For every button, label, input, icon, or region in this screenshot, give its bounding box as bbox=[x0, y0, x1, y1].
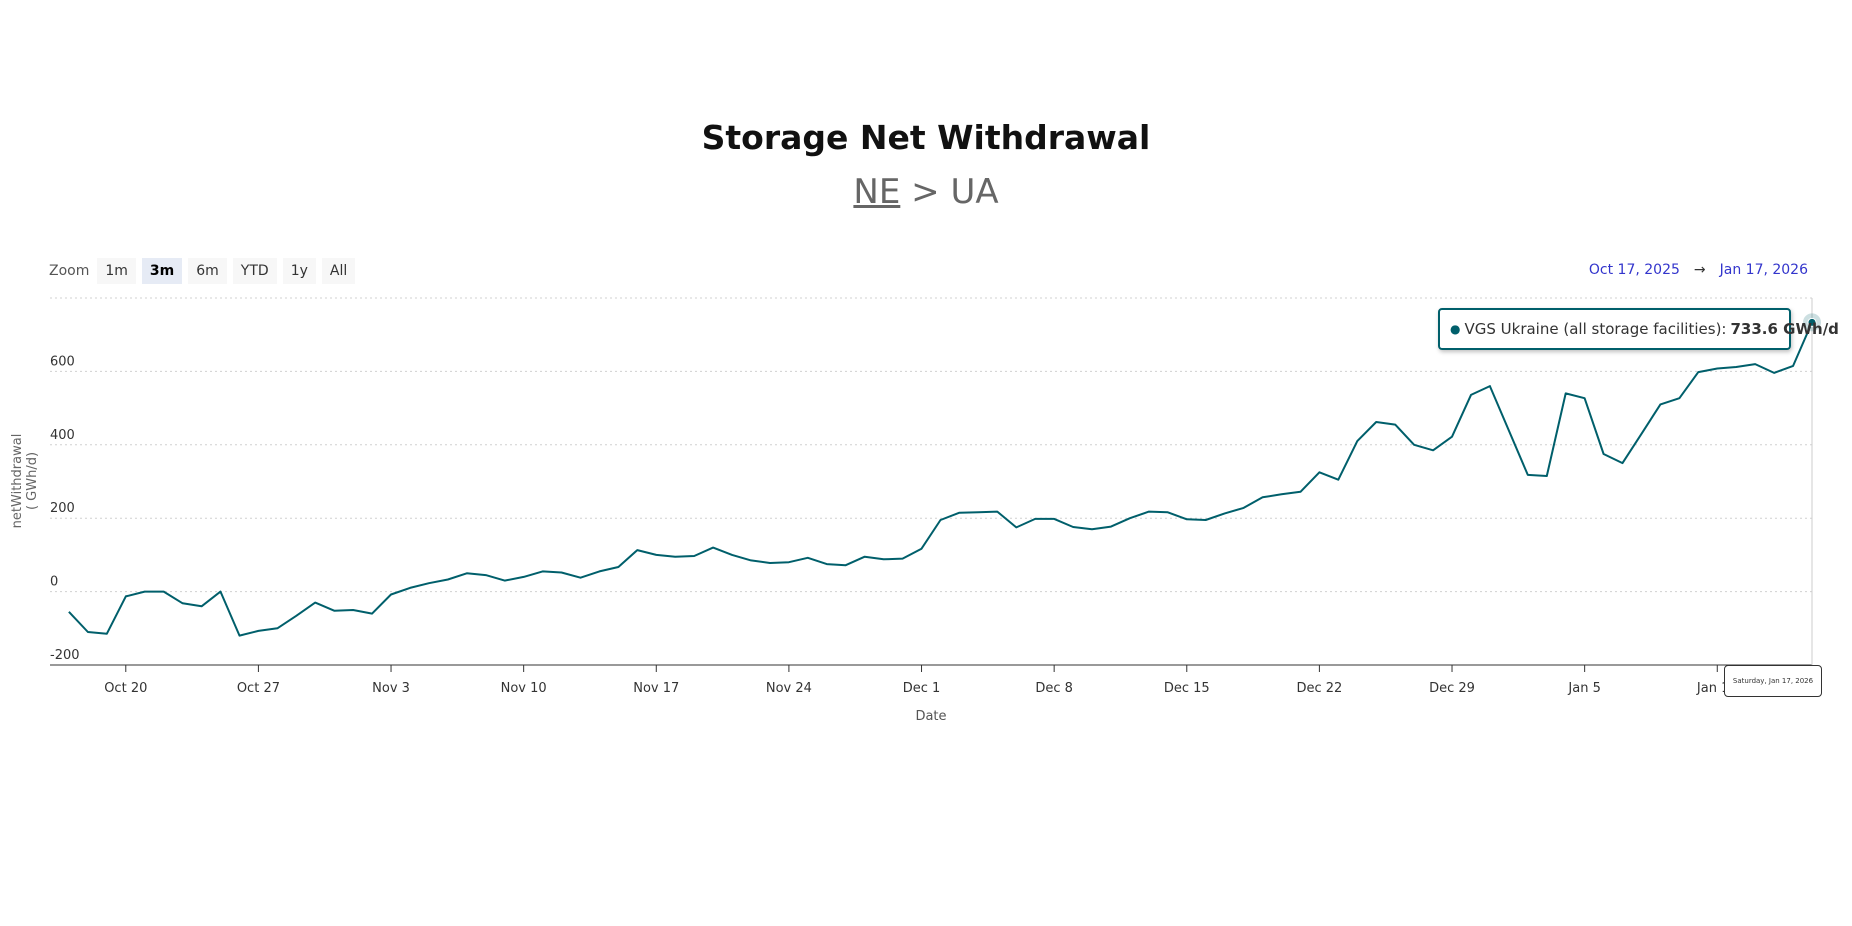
breadcrumb: NE > UA bbox=[0, 172, 1852, 212]
x-tick-label: Nov 24 bbox=[766, 681, 812, 696]
x-tick-label: Dec 29 bbox=[1429, 681, 1475, 696]
zoom-selector: Zoom 1m 3m 6m YTD 1y All bbox=[49, 258, 356, 284]
x-tick-label: Jan 5 bbox=[1567, 681, 1600, 696]
zoom-1y-button[interactable]: 1y bbox=[282, 258, 316, 284]
x-axis-label: Date bbox=[915, 709, 946, 724]
y-axis-label-line2: ( GWh/d) bbox=[25, 452, 40, 510]
chart-title: Storage Net Withdrawal bbox=[701, 118, 1151, 157]
x-tick-label: Dec 1 bbox=[903, 681, 941, 696]
zoom-label: Zoom bbox=[49, 263, 90, 279]
x-tick-label: Dec 8 bbox=[1035, 681, 1073, 696]
x-tick-label: Dec 22 bbox=[1296, 681, 1342, 696]
y-tick-label: 600 bbox=[50, 354, 75, 369]
x-tick-label: Nov 3 bbox=[372, 681, 410, 696]
zoom-6m-button[interactable]: 6m bbox=[188, 258, 227, 284]
y-tick-label: 400 bbox=[50, 428, 75, 443]
x-tick-label: Nov 17 bbox=[633, 681, 679, 696]
x-axis-tooltip: Saturday, Jan 17, 2026 bbox=[1724, 665, 1822, 697]
breadcrumb-link-ne[interactable]: NE bbox=[853, 172, 901, 212]
y-axis-label-line1: netWithdrawal bbox=[10, 434, 25, 529]
tooltip-value: 733.6 GWh/d bbox=[1730, 320, 1839, 338]
series-line bbox=[68, 322, 1813, 637]
x-tick-label: Nov 10 bbox=[501, 681, 547, 696]
y-tick-label: 200 bbox=[50, 501, 75, 516]
y-axis-label: netWithdrawal( GWh/d) bbox=[10, 434, 40, 529]
zoom-ytd-button[interactable]: YTD bbox=[232, 258, 277, 284]
zoom-3m-button[interactable]: 3m bbox=[141, 258, 183, 284]
date-range: Oct 17, 2025 → Jan 17, 2026 bbox=[1589, 262, 1808, 278]
grid-lines bbox=[50, 297, 1812, 666]
range-from-input[interactable]: Oct 17, 2025 bbox=[1588, 262, 1680, 278]
range-arrow: → bbox=[1693, 262, 1706, 278]
range-to-input[interactable]: Jan 17, 2026 bbox=[1719, 262, 1808, 278]
hover-point bbox=[1807, 317, 1817, 327]
y-tick-label: 0 bbox=[50, 575, 58, 590]
series-marker-icon: ● bbox=[1450, 322, 1461, 336]
y-axis-ticks: -200 0 200 400 600 bbox=[50, 354, 80, 663]
series-tooltip: ● VGS Ukraine (all storage facilities): … bbox=[1438, 308, 1839, 350]
x-tick-label: Oct 27 bbox=[237, 681, 280, 696]
zoom-all-button[interactable]: All bbox=[321, 258, 356, 284]
breadcrumb-current: UA bbox=[950, 172, 999, 212]
series-layer bbox=[68, 298, 1821, 665]
breadcrumb-separator: > bbox=[911, 172, 940, 212]
x-tick-label: Dec 15 bbox=[1164, 681, 1210, 696]
zoom-1m-button[interactable]: 1m bbox=[97, 258, 136, 284]
x-axis: Oct 20 Oct 27 Nov 3 Nov 10 Nov 17 Nov 24 Dec 1… bbox=[50, 664, 1812, 696]
y-tick-label: -200 bbox=[50, 648, 80, 663]
tooltip-series-name: VGS Ukraine (all storage facilities): bbox=[1464, 320, 1727, 338]
x-tick-label: Oct 20 bbox=[104, 681, 147, 696]
